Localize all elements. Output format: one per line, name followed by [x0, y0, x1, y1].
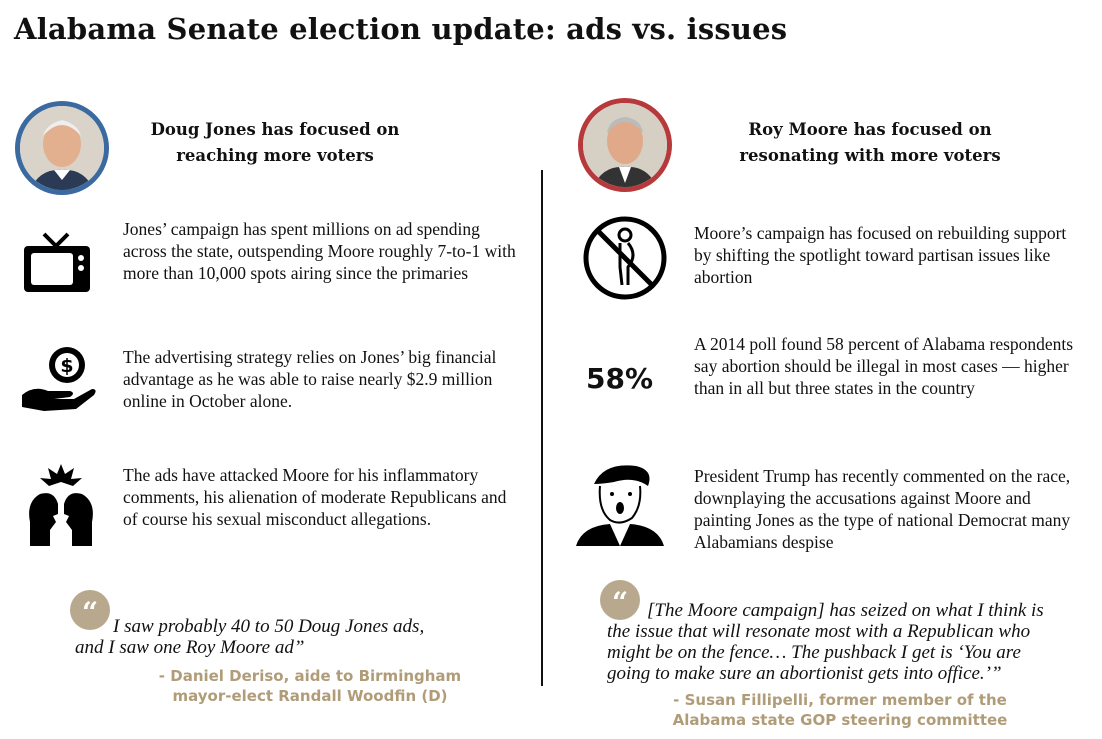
jones-heading-line: Doug Jones has focused on — [150, 120, 400, 139]
jones-quote-attribution: - Daniel Deriso, aide to Birmingham mayo… — [130, 666, 490, 706]
no-abortion-icon — [583, 216, 667, 300]
poll-stat: 58% — [586, 362, 654, 395]
moore-heading-line: resonating with more voters — [739, 146, 1001, 165]
jones-quote: I saw probably 40 to 50 Doug Jones ads, … — [75, 616, 425, 658]
jones-attack-ads-text: The ads have attacked Moore for his infl… — [123, 465, 507, 529]
clashing-heads-icon — [29, 464, 93, 546]
attribution-line: Alabama state GOP steering committee — [672, 711, 1008, 729]
attribution-line: mayor-elect Randall Woodfin (D) — [172, 687, 448, 705]
roy-moore-avatar — [578, 98, 672, 192]
moore-heading-line: Roy Moore has focused on — [748, 120, 992, 139]
roy-moore-portrait-icon — [583, 103, 667, 187]
svg-text:$: $ — [60, 355, 73, 377]
moore-trump-text: President Trump has recently commented o… — [694, 466, 1071, 552]
money-hand-icon: $ — [22, 347, 96, 411]
jones-heading: Doug Jones has focused on reaching more … — [110, 117, 440, 169]
attribution-line: - Daniel Deriso, aide to Birmingham — [158, 667, 462, 685]
trump-caricature-icon — [576, 465, 664, 546]
quote-mark-icon: “ — [70, 590, 110, 630]
quote-mark-icon: “ — [600, 580, 640, 620]
jones-ad-spending-text: Jones’ campaign has spent millions on ad… — [123, 219, 516, 283]
attribution-line: - Susan Fillipelli, former member of the — [673, 691, 1007, 709]
tv-icon — [24, 232, 90, 292]
moore-abortion-focus-text: Moore’s campaign has focused on rebuildi… — [694, 223, 1067, 287]
moore-poll-text: A 2014 poll found 58 percent of Alabama … — [694, 334, 1074, 398]
moore-quote-attribution: - Susan Fillipelli, former member of the… — [630, 690, 1050, 730]
jones-heading-line: reaching more voters — [176, 146, 374, 165]
jones-financial-text: The advertising strategy relies on Jones… — [123, 347, 497, 411]
column-divider — [541, 170, 543, 686]
doug-jones-portrait-icon — [20, 106, 104, 190]
moore-quote: [The Moore campaign] has seized on what … — [607, 600, 1044, 684]
doug-jones-avatar — [15, 101, 109, 195]
moore-heading: Roy Moore has focused on resonating with… — [700, 117, 1040, 169]
page-title: Alabama Senate election update: ads vs. … — [14, 12, 788, 46]
